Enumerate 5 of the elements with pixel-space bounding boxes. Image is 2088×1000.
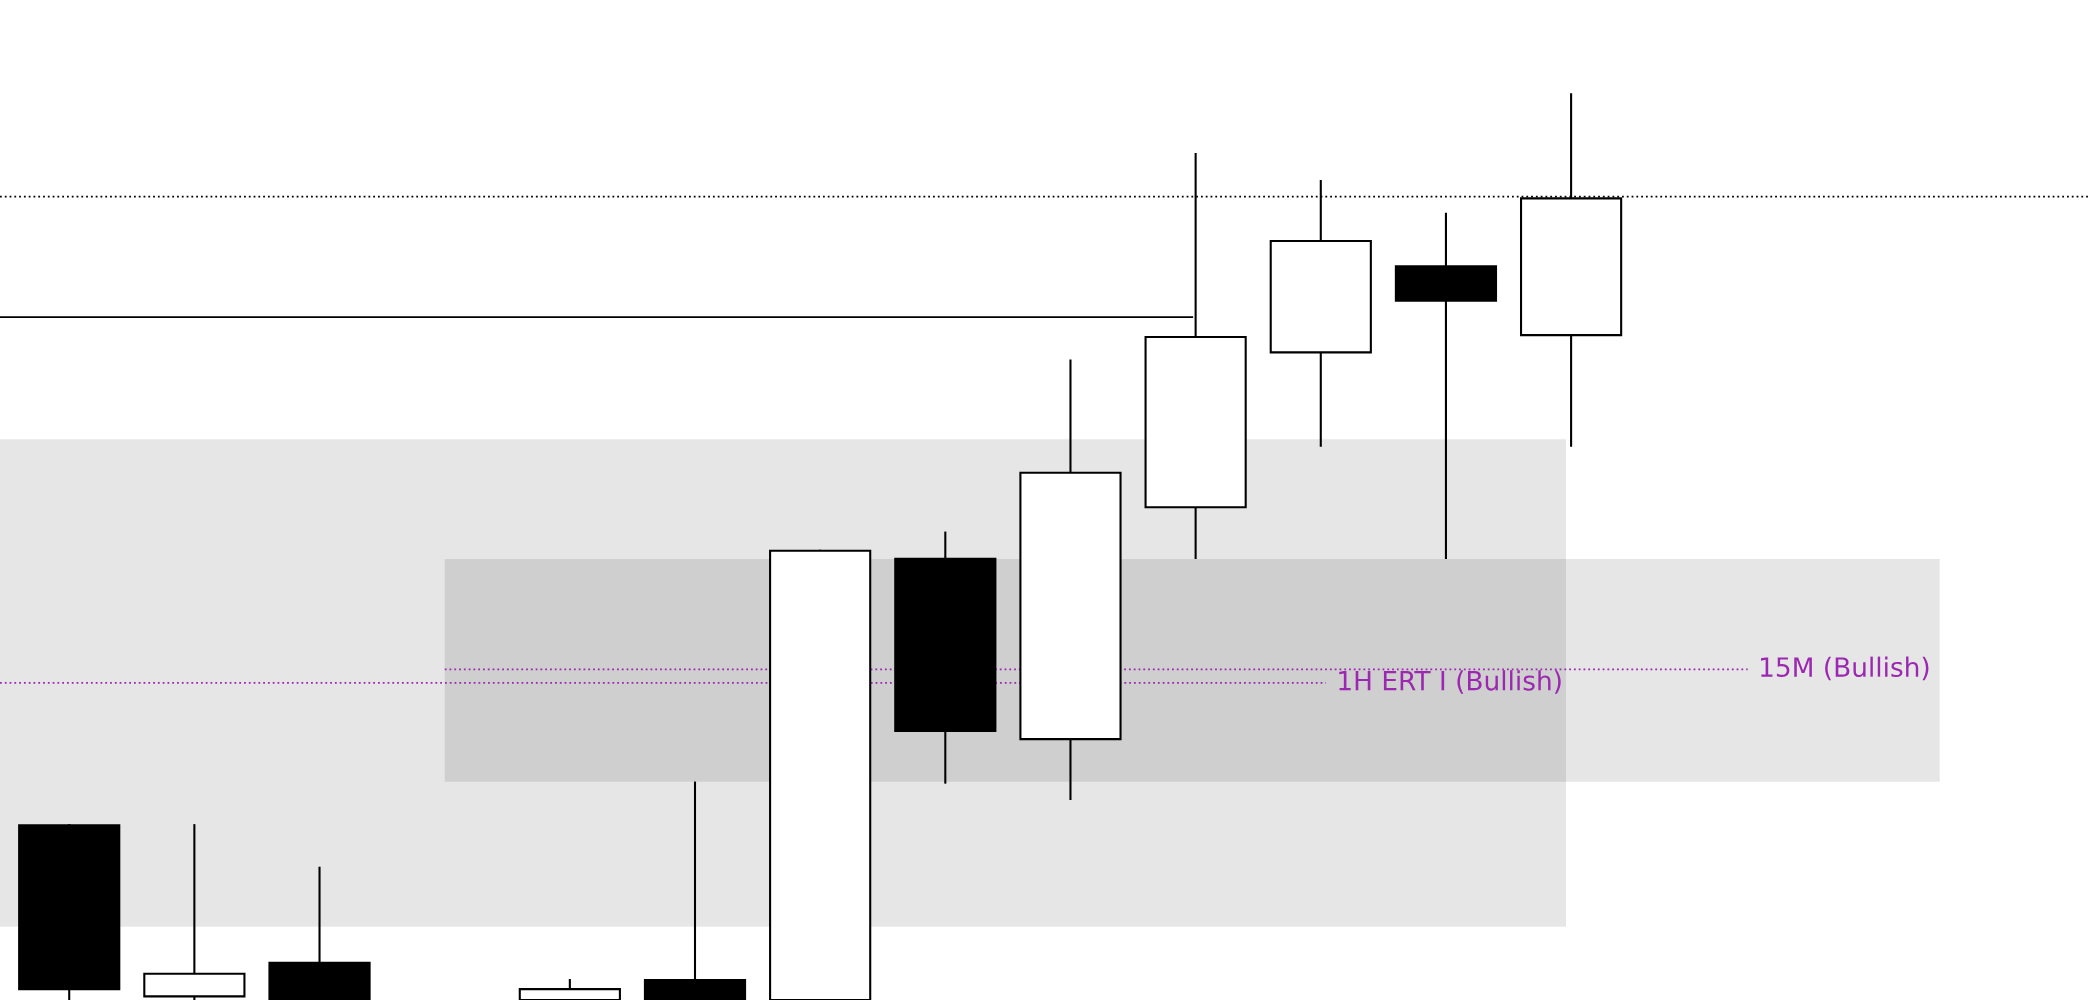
ref-line-label: 15M (Bullish) <box>1760 656 1929 681</box>
candlestick <box>1394 212 1498 560</box>
candlestick <box>643 781 747 1000</box>
ref-line-label: 1H ERT I (Bullish) <box>1339 670 1561 694</box>
candlestick <box>143 824 246 1000</box>
